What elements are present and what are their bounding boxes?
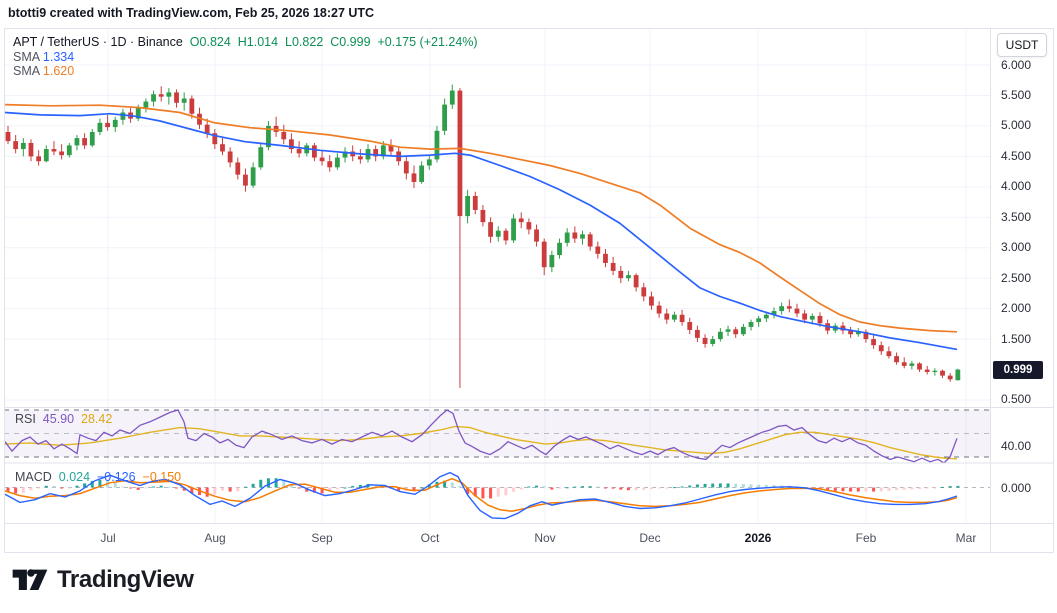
price-tick-label: 0.500	[1001, 392, 1032, 407]
close-label: C	[330, 35, 340, 49]
price-tick-label: 6.000	[1001, 57, 1032, 72]
close-value: 0.999	[339, 35, 371, 49]
sma-fast-label: SMA	[13, 50, 40, 64]
currency-unit-button[interactable]: USDT	[997, 33, 1047, 57]
open-label: O	[189, 35, 200, 49]
high-label: H	[237, 35, 247, 49]
macd-hist-value: 0.024	[58, 470, 91, 484]
tradingview-logo[interactable]: TradingView	[12, 564, 194, 595]
rsi-legend[interactable]: RSI 45.90 28.42	[15, 412, 112, 426]
time-tick-label: Mar	[955, 531, 977, 545]
legend-separator: ·	[130, 35, 135, 49]
time-tick-label: Sep	[311, 531, 333, 545]
exchange-label: Binance	[137, 35, 183, 49]
attribution-text: btotti9 created with TradingView.com, Fe…	[8, 6, 375, 20]
price-tick-label: 4.500	[1001, 148, 1032, 163]
tradingview-logo-icon	[12, 569, 48, 591]
price-tick-label: 5.000	[1001, 118, 1032, 133]
change-value: +0.175 (+21.24%)	[377, 35, 478, 49]
macd-line-value: −0.126	[97, 470, 136, 484]
time-tick-label: Oct	[420, 531, 440, 545]
tradingview-logo-text: TradingView	[57, 565, 194, 593]
last-price-badge: 0.999	[993, 361, 1043, 379]
macd-legend[interactable]: MACD 0.024 −0.126 −0.150	[15, 470, 181, 484]
time-axis[interactable]	[4, 523, 990, 552]
interval-label: 1D	[110, 35, 127, 49]
sma-slow-legend[interactable]: SMA 1.620	[13, 64, 74, 78]
macd-signal-value: −0.150	[142, 470, 182, 484]
price-tick-label: 1.500	[1001, 331, 1032, 346]
price-tick-label: 2.500	[1001, 270, 1032, 285]
time-tick-label: Jul	[100, 531, 116, 545]
macd-label: MACD	[15, 470, 52, 484]
time-tick-label: Aug	[204, 531, 226, 545]
price-tick-label: 4.000	[1001, 179, 1032, 194]
low-value: 0.822	[291, 35, 324, 49]
macd-axis-tick: 0.000	[1001, 481, 1032, 495]
high-value: 1.014	[246, 35, 279, 49]
rsi-ma-value: 28.42	[81, 412, 113, 426]
rsi-label: RSI	[15, 412, 36, 426]
sma-fast-legend[interactable]: SMA 1.334	[13, 50, 74, 64]
time-tick-label: Feb	[855, 531, 877, 545]
symbol-legend[interactable]: APT / TetherUS · 1D · Binance O0.824 H1.…	[13, 35, 478, 49]
rsi-axis-tick: 40.00	[1001, 438, 1032, 453]
sma-fast-value: 1.334	[42, 50, 75, 64]
time-tick-label: Dec	[639, 531, 661, 545]
open-value: 0.824	[199, 35, 231, 49]
time-tick-label: 2026	[744, 531, 772, 545]
sma-slow-label: SMA	[13, 64, 40, 78]
low-label: L	[285, 35, 292, 49]
price-tick-label: 5.500	[1001, 87, 1032, 102]
rsi-value: 45.90	[42, 412, 75, 426]
price-tick-label: 3.500	[1001, 209, 1032, 224]
symbol-title: APT / TetherUS	[13, 35, 100, 49]
legend-separator: ·	[102, 35, 108, 49]
price-tick-label: 2.000	[1001, 301, 1032, 316]
price-tick-label: 3.000	[1001, 240, 1032, 255]
time-tick-label: Nov	[534, 531, 556, 545]
sma-slow-value: 1.620	[42, 64, 75, 78]
